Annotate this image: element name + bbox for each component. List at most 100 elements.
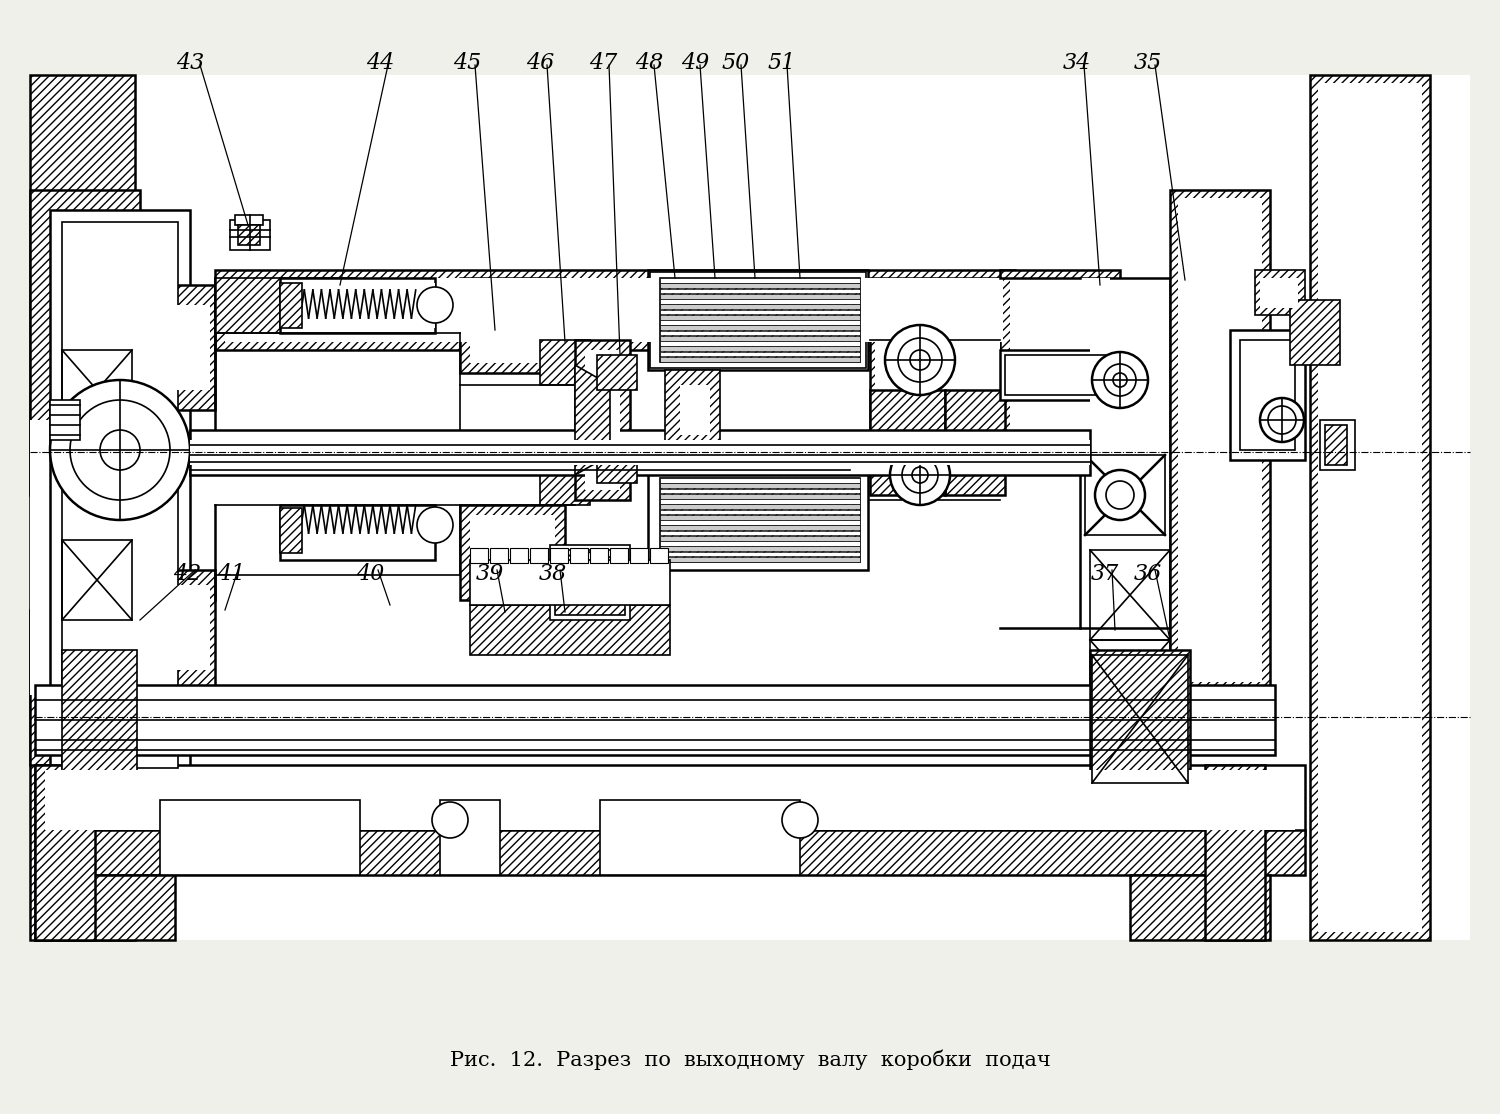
Text: 35: 35: [1134, 52, 1162, 74]
Bar: [660, 315, 859, 320]
Bar: [30, 190, 140, 495]
Bar: [30, 610, 140, 765]
Bar: [1320, 420, 1354, 470]
Bar: [34, 685, 1275, 755]
Bar: [1260, 278, 1298, 307]
Circle shape: [1260, 398, 1304, 442]
Bar: [1310, 75, 1430, 940]
Bar: [238, 225, 260, 245]
Bar: [550, 548, 568, 563]
Text: 46: 46: [526, 52, 554, 74]
Bar: [660, 356, 859, 362]
Text: 48: 48: [634, 52, 663, 74]
Bar: [660, 541, 859, 546]
Bar: [154, 305, 210, 390]
Bar: [1084, 455, 1166, 535]
Bar: [280, 508, 302, 553]
Circle shape: [910, 350, 930, 370]
Bar: [160, 800, 360, 874]
Text: 34: 34: [1064, 52, 1090, 74]
Bar: [660, 499, 859, 504]
Bar: [660, 551, 859, 556]
Bar: [1000, 350, 1120, 400]
Bar: [945, 390, 1005, 440]
Bar: [1170, 190, 1270, 690]
Bar: [660, 346, 859, 351]
Bar: [50, 211, 122, 475]
Bar: [660, 299, 859, 304]
Bar: [660, 310, 859, 314]
Bar: [650, 548, 668, 563]
Bar: [154, 585, 210, 670]
Text: 49: 49: [681, 52, 710, 74]
Bar: [1178, 198, 1262, 682]
Circle shape: [1113, 373, 1126, 387]
Text: 42: 42: [172, 563, 201, 585]
Circle shape: [1106, 481, 1134, 509]
Bar: [1090, 550, 1170, 641]
Bar: [597, 355, 638, 390]
Bar: [870, 278, 1005, 448]
Bar: [280, 283, 302, 328]
Circle shape: [898, 338, 942, 382]
Circle shape: [1268, 405, 1296, 434]
Bar: [62, 350, 132, 430]
Bar: [30, 75, 1470, 940]
Bar: [650, 272, 866, 368]
Bar: [510, 548, 528, 563]
Bar: [574, 340, 630, 500]
Bar: [280, 278, 435, 333]
Bar: [590, 548, 608, 563]
Bar: [296, 278, 356, 333]
Bar: [1010, 278, 1110, 442]
Circle shape: [417, 287, 453, 323]
Bar: [1000, 270, 1120, 450]
Bar: [1092, 655, 1188, 783]
Bar: [1090, 285, 1160, 620]
Text: 41: 41: [217, 563, 244, 585]
Bar: [1290, 300, 1340, 365]
Polygon shape: [574, 365, 610, 475]
Bar: [660, 494, 859, 498]
Bar: [30, 75, 135, 940]
Bar: [1230, 330, 1305, 460]
Bar: [648, 270, 868, 370]
Text: 38: 38: [538, 563, 567, 585]
Text: 51: 51: [768, 52, 796, 74]
Circle shape: [1104, 364, 1136, 395]
Circle shape: [912, 467, 928, 483]
Bar: [550, 545, 630, 620]
Bar: [660, 525, 859, 530]
Text: Рис.  12.  Разрез  по  выходному  валу  коробки  подач: Рис. 12. Разрез по выходному валу коробк…: [450, 1049, 1050, 1071]
Bar: [460, 505, 566, 600]
Text: 39: 39: [476, 563, 504, 585]
Bar: [30, 420, 135, 695]
Bar: [664, 370, 720, 444]
Bar: [34, 765, 94, 940]
Bar: [660, 278, 859, 283]
Circle shape: [70, 400, 170, 500]
Bar: [874, 283, 1001, 443]
Bar: [1324, 426, 1347, 465]
Bar: [62, 540, 132, 620]
Bar: [45, 770, 1294, 830]
Bar: [470, 548, 488, 563]
Circle shape: [100, 430, 140, 470]
Circle shape: [1092, 352, 1148, 408]
Circle shape: [417, 507, 453, 543]
Bar: [50, 625, 122, 745]
Bar: [470, 515, 555, 590]
Bar: [230, 219, 270, 250]
Bar: [214, 270, 1016, 350]
Bar: [1130, 874, 1270, 940]
Circle shape: [50, 380, 190, 520]
Bar: [660, 509, 859, 515]
Bar: [540, 460, 590, 505]
Bar: [1256, 270, 1305, 315]
Bar: [34, 765, 1305, 836]
Bar: [660, 294, 859, 299]
Bar: [660, 546, 859, 551]
Bar: [660, 515, 859, 519]
Bar: [630, 548, 648, 563]
Text: 36: 36: [1134, 563, 1162, 585]
